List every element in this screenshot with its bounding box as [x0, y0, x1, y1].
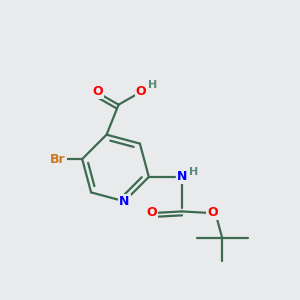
Text: O: O: [207, 206, 218, 219]
Text: O: O: [136, 85, 146, 98]
Text: H: H: [148, 80, 158, 90]
Text: N: N: [177, 170, 187, 183]
Text: N: N: [119, 195, 130, 208]
Text: O: O: [146, 206, 157, 219]
Text: H: H: [189, 167, 198, 176]
Text: O: O: [92, 85, 103, 98]
Text: Br: Br: [50, 153, 66, 166]
